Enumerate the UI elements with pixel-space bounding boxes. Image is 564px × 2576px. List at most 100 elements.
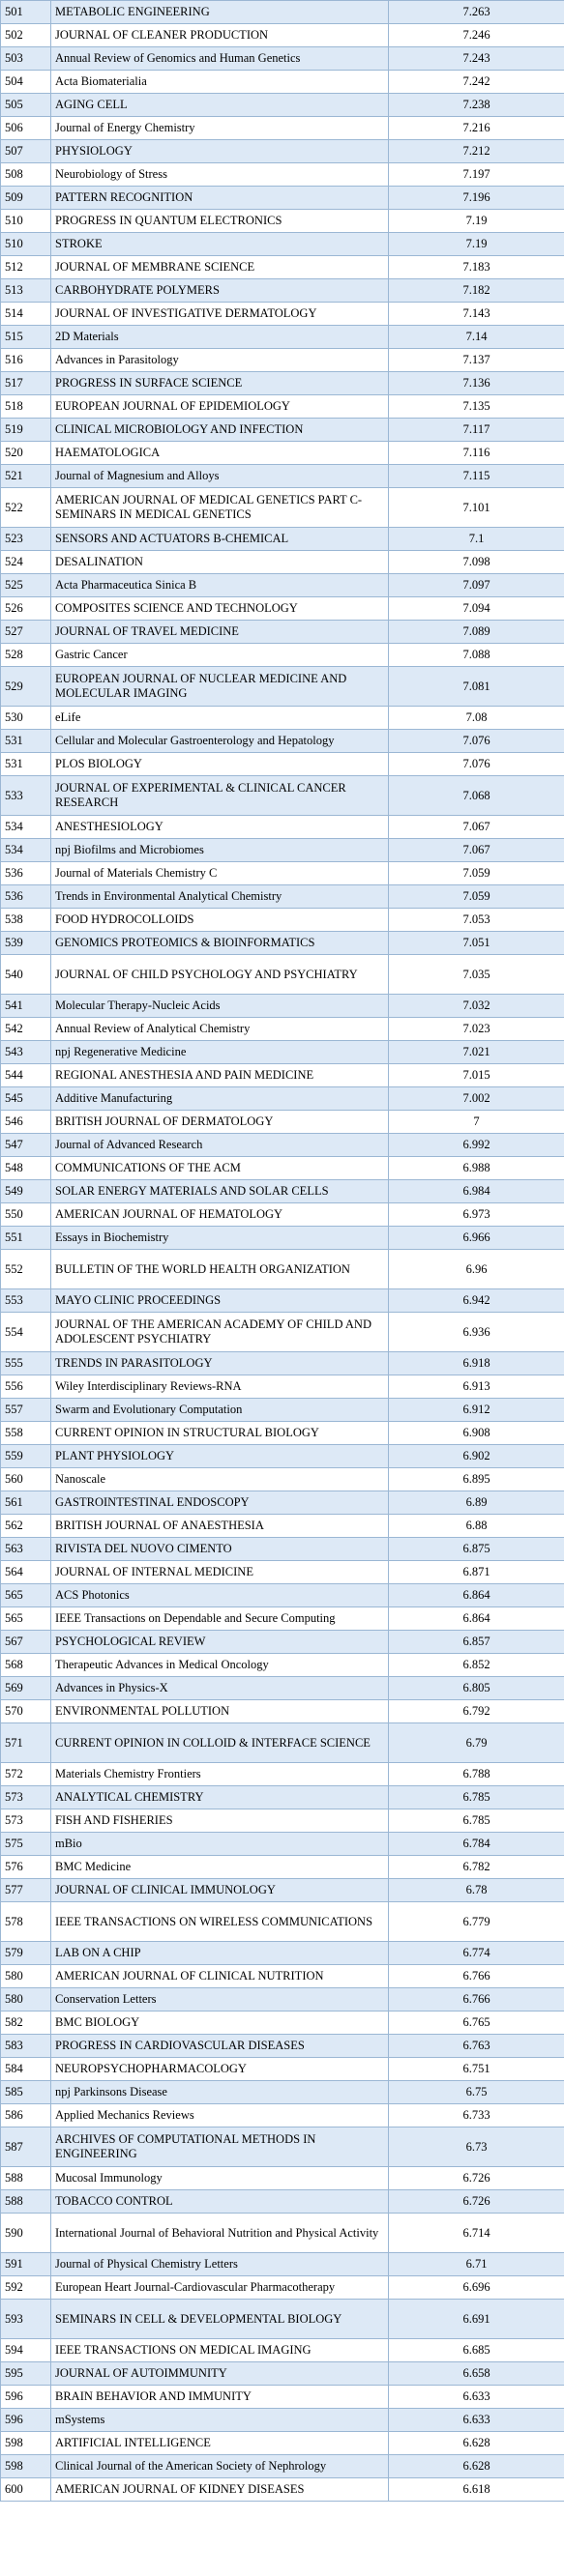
impact-factor-cell: 6.633 [388, 2385, 564, 2409]
rank-cell: 519 [0, 418, 51, 442]
table-row: 506 Journal of Energy Chemistry 7.216 [0, 116, 564, 140]
impact-factor-cell: 6.763 [388, 2034, 564, 2058]
impact-factor-cell: 7 [388, 1110, 564, 1134]
impact-factor-cell: 7.035 [388, 954, 564, 995]
journal-name-cell: JOURNAL OF THE AMERICAN ACADEMY OF CHILD… [50, 1312, 389, 1352]
rank-cell: 512 [0, 255, 51, 279]
journal-name-cell: Gastric Cancer [50, 643, 389, 667]
rank-cell: 579 [0, 1941, 51, 1965]
rank-cell: 503 [0, 46, 51, 71]
journal-name-cell: mSystems [50, 2408, 389, 2432]
journal-name-cell: European Heart Journal-Cardiovascular Ph… [50, 2275, 389, 2300]
rank-cell: 527 [0, 620, 51, 644]
impact-factor-cell: 7.08 [388, 706, 564, 730]
table-row: 578 IEEE TRANSACTIONS ON WIRELESS COMMUNI… [0, 1901, 564, 1942]
journal-name-cell: FOOD HYDROCOLLOIDS [50, 908, 389, 932]
table-row: 503 Annual Review of Genomics and Human G… [0, 46, 564, 71]
table-row: 572 Materials Chemistry Frontiers 6.788 [0, 1762, 564, 1786]
journal-name-cell: HAEMATOLOGICA [50, 441, 389, 465]
rank-cell: 538 [0, 908, 51, 932]
table-row: 531 Cellular and Molecular Gastroenterolo… [0, 729, 564, 753]
journal-name-cell: Annual Review of Genomics and Human Gene… [50, 46, 389, 71]
impact-factor-cell: 7.067 [388, 815, 564, 839]
journal-name-cell: ENVIRONMENTAL POLLUTION [50, 1699, 389, 1723]
rank-cell: 584 [0, 2057, 51, 2081]
journal-name-cell: PSYCHOLOGICAL REVIEW [50, 1630, 389, 1654]
impact-factor-cell: 6.766 [388, 1987, 564, 2012]
rank-cell: 518 [0, 394, 51, 419]
impact-factor-cell: 6.913 [388, 1375, 564, 1399]
journal-name-cell: COMPOSITES SCIENCE AND TECHNOLOGY [50, 596, 389, 621]
rank-cell: 565 [0, 1583, 51, 1607]
table-row: 529 EUROPEAN JOURNAL OF NUCLEAR MEDICINE … [0, 666, 564, 707]
impact-factor-cell: 7.216 [388, 116, 564, 140]
rank-cell: 513 [0, 278, 51, 303]
table-row: 546 BRITISH JOURNAL OF DERMATOLOGY 7 [0, 1110, 564, 1134]
rank-cell: 502 [0, 23, 51, 47]
impact-factor-cell: 7.136 [388, 371, 564, 395]
table-row: 501 METABOLIC ENGINEERING 7.263 [0, 0, 564, 24]
rank-cell: 531 [0, 729, 51, 753]
rank-cell: 505 [0, 93, 51, 117]
impact-factor-cell: 7.068 [388, 775, 564, 816]
rank-cell: 580 [0, 1987, 51, 2012]
journal-name-cell: Swarm and Evolutionary Computation [50, 1398, 389, 1422]
table-row: 552 BULLETIN OF THE WORLD HEALTH ORGANIZA… [0, 1249, 564, 1289]
table-row: 562 BRITISH JOURNAL OF ANAESTHESIA 6.88 [0, 1514, 564, 1538]
table-row: 557 Swarm and Evolutionary Computation 6.9… [0, 1398, 564, 1422]
rank-cell: 575 [0, 1832, 51, 1856]
impact-factor-cell: 6.908 [388, 1421, 564, 1445]
table-row: 556 Wiley Interdisciplinary Reviews-RNA 6.… [0, 1375, 564, 1399]
journal-name-cell: JOURNAL OF AUTOIMMUNITY [50, 2361, 389, 2386]
rank-cell: 565 [0, 1606, 51, 1631]
journal-name-cell: BMC Medicine [50, 1855, 389, 1879]
table-row: 517 PROGRESS IN SURFACE SCIENCE 7.136 [0, 371, 564, 395]
journal-name-cell: JOURNAL OF MEMBRANE SCIENCE [50, 255, 389, 279]
table-row: 587 ARCHIVES OF COMPUTATIONAL METHODS IN … [0, 2127, 564, 2167]
impact-factor-cell: 6.875 [388, 1537, 564, 1561]
table-row: 576 BMC Medicine 6.782 [0, 1855, 564, 1879]
rank-cell: 563 [0, 1537, 51, 1561]
impact-factor-cell: 7.067 [388, 838, 564, 862]
table-row: 580 AMERICAN JOURNAL OF CLINICAL NUTRITIO… [0, 1964, 564, 1988]
impact-factor-cell: 6.726 [388, 2166, 564, 2190]
rank-cell: 534 [0, 838, 51, 862]
rank-cell: 553 [0, 1288, 51, 1313]
rank-cell: 583 [0, 2034, 51, 2058]
journal-name-cell: Acta Biomaterialia [50, 70, 389, 94]
table-row: 538 FOOD HYDROCOLLOIDS 7.053 [0, 908, 564, 932]
impact-factor-cell: 6.984 [388, 1179, 564, 1203]
table-row: 522 AMERICAN JOURNAL OF MEDICAL GENETICS … [0, 487, 564, 528]
table-row: 580 Conservation Letters 6.766 [0, 1987, 564, 2012]
journal-name-cell: Materials Chemistry Frontiers [50, 1762, 389, 1786]
table-row: 591 Journal of Physical Chemistry Letters… [0, 2252, 564, 2276]
journal-name-cell: PATTERN RECOGNITION [50, 186, 389, 210]
table-row: 523 SENSORS AND ACTUATORS B-CHEMICAL 7.1 [0, 527, 564, 551]
journal-name-cell: PROGRESS IN SURFACE SCIENCE [50, 371, 389, 395]
impact-factor-cell: 7.097 [388, 573, 564, 597]
table-row: 568 Therapeutic Advances in Medical Oncol… [0, 1653, 564, 1677]
table-row: 573 FISH AND FISHERIES 6.785 [0, 1809, 564, 1833]
journal-name-cell: Annual Review of Analytical Chemistry [50, 1017, 389, 1041]
impact-factor-cell: 7.212 [388, 139, 564, 163]
journal-name-cell: REGIONAL ANESTHESIA AND PAIN MEDICINE [50, 1063, 389, 1087]
table-row: 548 COMMUNICATIONS OF THE ACM 6.988 [0, 1156, 564, 1180]
journal-name-cell: TOBACCO CONTROL [50, 2189, 389, 2214]
rank-cell: 585 [0, 2080, 51, 2104]
table-row: 573 ANALYTICAL CHEMISTRY 6.785 [0, 1785, 564, 1809]
journal-name-cell: Cellular and Molecular Gastroenterology … [50, 729, 389, 753]
journal-name-cell: JOURNAL OF CLEANER PRODUCTION [50, 23, 389, 47]
impact-factor-cell: 7.076 [388, 729, 564, 753]
rank-cell: 516 [0, 348, 51, 372]
table-row: 518 EUROPEAN JOURNAL OF EPIDEMIOLOGY 7.135 [0, 394, 564, 419]
journal-name-cell: JOURNAL OF TRAVEL MEDICINE [50, 620, 389, 644]
rank-cell: 546 [0, 1110, 51, 1134]
table-row: 596 mSystems 6.633 [0, 2408, 564, 2432]
impact-factor-cell: 7.19 [388, 232, 564, 256]
journal-name-cell: PLANT PHYSIOLOGY [50, 1444, 389, 1468]
rank-cell: 507 [0, 139, 51, 163]
rank-cell: 501 [0, 0, 51, 24]
impact-factor-cell: 6.774 [388, 1941, 564, 1965]
rank-cell: 588 [0, 2189, 51, 2214]
table-row: 514 JOURNAL OF INVESTIGATIVE DERMATOLOGY 7… [0, 302, 564, 326]
